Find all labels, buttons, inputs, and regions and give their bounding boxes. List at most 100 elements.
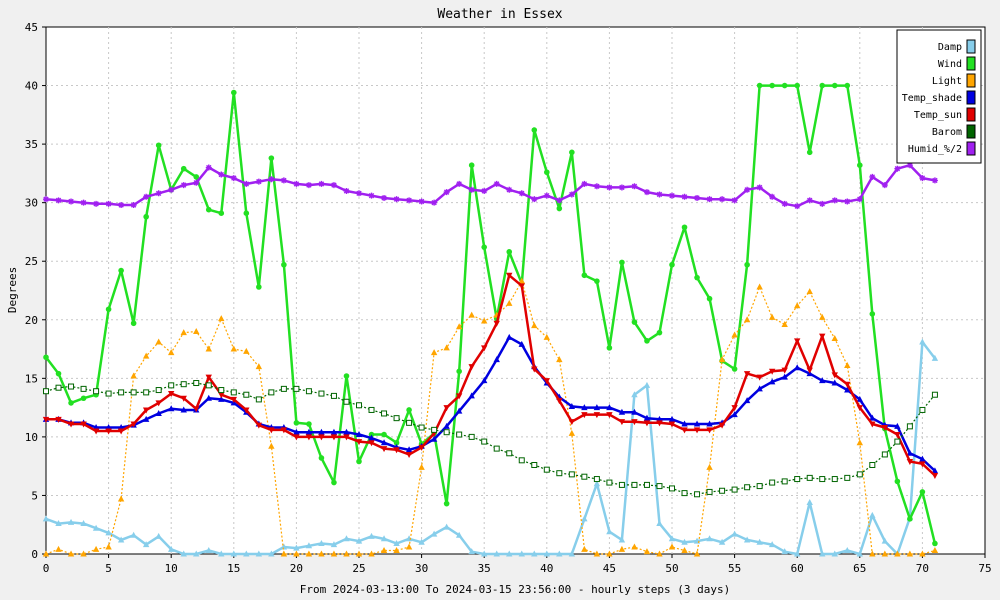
- data-point: [243, 550, 250, 557]
- data-point: [907, 516, 913, 522]
- data-point: [919, 461, 926, 468]
- data-point: [318, 428, 325, 435]
- data-point: [744, 261, 750, 268]
- data-point: [255, 550, 263, 557]
- data-point: [368, 550, 375, 557]
- data-point: [381, 194, 388, 201]
- data-point: [844, 546, 851, 553]
- data-point: [894, 550, 901, 557]
- data-point: [593, 404, 601, 411]
- data-point: [806, 197, 813, 204]
- data-point: [769, 193, 776, 200]
- data-point: [130, 421, 137, 428]
- data-point: [756, 483, 763, 490]
- data-point: [593, 183, 600, 190]
- data-point: [594, 278, 600, 284]
- data-point: [719, 196, 726, 203]
- data-point: [105, 306, 112, 313]
- data-point: [819, 82, 826, 89]
- data-point: [55, 545, 62, 552]
- data-point: [193, 380, 200, 387]
- data-point: [230, 175, 237, 182]
- data-point: [380, 535, 388, 542]
- data-point: [518, 277, 525, 284]
- legend-swatch-temp-shade: [966, 90, 976, 105]
- data-point: [43, 354, 49, 361]
- data-point: [443, 422, 450, 429]
- data-point: [781, 200, 788, 207]
- data-point: [356, 402, 362, 409]
- data-point: [142, 541, 150, 548]
- data-point: [794, 302, 801, 309]
- data-point: [606, 404, 613, 411]
- legend-swatch-wind: [966, 56, 976, 71]
- data-point: [155, 142, 162, 149]
- data-point: [280, 543, 288, 550]
- data-point: [180, 329, 187, 336]
- data-point: [743, 397, 751, 404]
- data-point: [80, 550, 87, 557]
- data-point: [531, 550, 538, 557]
- x-tick-label: 25: [352, 562, 365, 575]
- data-point: [330, 541, 338, 548]
- data-point: [593, 412, 601, 419]
- data-point: [368, 440, 375, 447]
- data-point: [568, 471, 575, 478]
- legend-label-temp-shade: Temp_shade: [902, 93, 962, 104]
- data-point: [118, 202, 125, 209]
- data-point: [355, 537, 363, 544]
- data-point: [142, 415, 150, 422]
- data-point: [518, 283, 525, 290]
- data-point: [293, 385, 300, 392]
- legend-label-wind: Wind: [938, 59, 962, 70]
- data-point: [618, 481, 625, 488]
- x-tick-label: 15: [227, 562, 240, 575]
- data-point: [255, 396, 262, 403]
- data-point: [355, 550, 363, 557]
- legend-label-light: Light: [932, 76, 962, 87]
- data-point: [706, 427, 713, 434]
- data-point: [180, 182, 187, 189]
- data-point: [481, 550, 488, 557]
- data-point: [343, 550, 350, 557]
- y-tick-label: 40: [25, 80, 38, 93]
- data-point: [268, 442, 275, 449]
- data-point: [819, 313, 826, 320]
- data-point: [280, 550, 288, 557]
- data-point: [819, 550, 826, 557]
- data-point: [668, 543, 676, 550]
- data-point: [531, 196, 538, 203]
- data-point: [205, 546, 212, 553]
- data-point: [443, 500, 450, 507]
- data-point: [606, 184, 613, 191]
- data-point: [631, 319, 638, 325]
- data-point: [468, 186, 475, 193]
- data-point: [130, 531, 137, 538]
- plot-area: [45, 26, 986, 555]
- data-point: [906, 550, 914, 557]
- data-point: [731, 486, 738, 493]
- data-point: [343, 535, 350, 542]
- data-point: [568, 550, 576, 557]
- data-point: [618, 536, 626, 543]
- data-point: [869, 421, 876, 428]
- data-point: [305, 428, 313, 435]
- data-point: [67, 518, 75, 525]
- data-point: [468, 433, 475, 440]
- data-point: [280, 385, 287, 392]
- data-point: [218, 210, 225, 217]
- data-point: [568, 402, 576, 409]
- series-humid-2: [43, 162, 938, 210]
- data-point: [318, 455, 325, 461]
- series-lines: [42, 82, 939, 557]
- data-point: [881, 537, 889, 544]
- data-point: [656, 191, 663, 198]
- data-point: [693, 420, 701, 427]
- data-point: [193, 327, 200, 334]
- data-point: [844, 361, 851, 368]
- data-point: [143, 213, 149, 220]
- data-point: [706, 535, 713, 542]
- grid: [46, 27, 985, 554]
- data-point: [869, 414, 876, 421]
- data-point: [656, 520, 663, 527]
